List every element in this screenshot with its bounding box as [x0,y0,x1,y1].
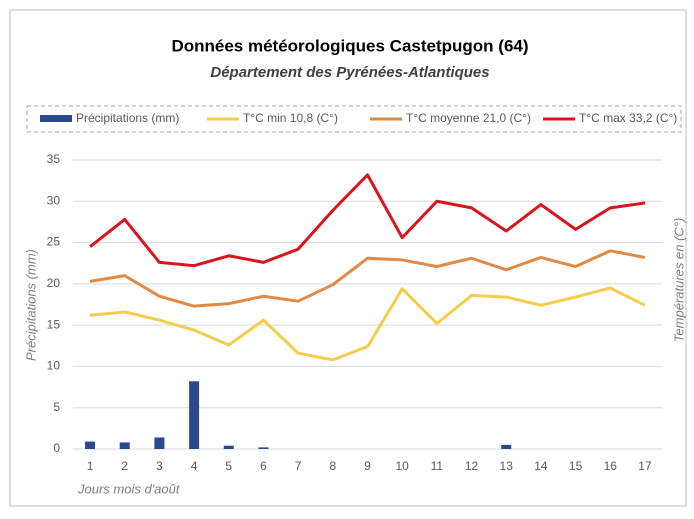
y-tick-label: 20 [47,276,61,290]
x-tick-label: 9 [364,459,371,473]
x-tick-label: 1 [87,459,94,473]
y-tick-label: 10 [47,359,61,373]
bar [154,437,165,449]
legend-box [26,105,682,133]
x-tick-label: 11 [431,459,444,473]
line [89,173,646,268]
bar [119,442,130,449]
legend-label: T°C min 10,8 (C°) [243,111,338,125]
x-tick-label: 10 [396,459,410,473]
chart-title: Données météorologiques Castetpugon (64) [171,36,528,55]
y-tick-label: 35 [47,152,61,166]
line [89,249,646,308]
y-tick-label: 5 [53,400,60,414]
legend-label: Précipitations (mm) [76,111,179,125]
x-tick-label: 2 [121,459,128,473]
bar [258,447,269,449]
x-tick-label: 8 [329,459,336,473]
bar [501,444,512,449]
bar [189,381,200,449]
x-tick-label: 13 [500,459,514,473]
x-tick-label: 15 [569,459,583,473]
x-tick-label: 4 [191,459,198,473]
x-tick-label: 6 [260,459,267,473]
x-tick-label: 12 [465,459,479,473]
bar [223,445,234,449]
chart-subtitle: Département des Pyrénées-Atlantiques [210,64,489,81]
x-tick-label: 14 [534,459,548,473]
x-axis-label: Jours mois d'août [77,481,181,496]
y-tick-label: 30 [47,193,61,207]
y-tick-label: 25 [47,235,61,249]
y2-axis-label: Températures en (C°) [671,218,686,343]
y-axis-label: Précipitations (mm) [23,249,38,361]
legend-label: T°C moyenne 21,0 (C°) [406,111,531,125]
y-tick-label: 15 [47,317,61,331]
legend-swatch [40,115,72,122]
x-tick-label: 17 [638,459,652,473]
line [89,286,646,362]
legend-label: T°C max 33,2 (C°) [579,111,677,125]
chart-frame [9,9,687,507]
x-tick-label: 5 [225,459,232,473]
bar [85,441,96,449]
x-tick-label: 7 [295,459,302,473]
x-tick-label: 3 [156,459,163,473]
y-tick-label: 0 [53,441,60,455]
x-tick-label: 16 [604,459,618,473]
